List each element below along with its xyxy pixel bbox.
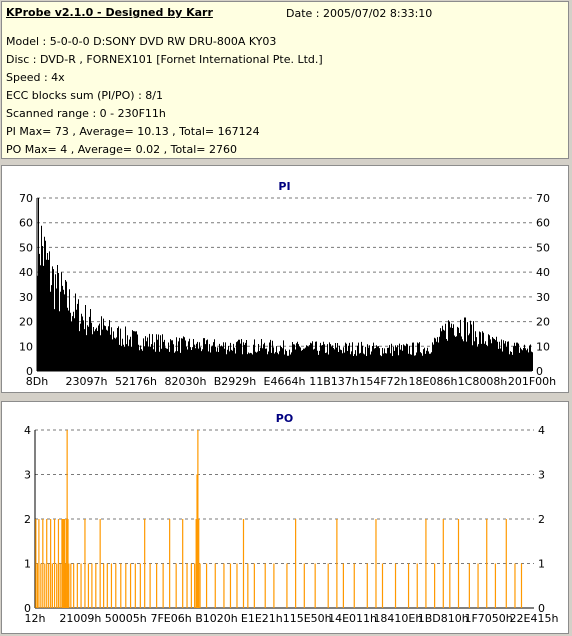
po-ytick-right: 3	[538, 469, 545, 482]
pi-xtick: 82030h	[165, 375, 207, 388]
pi-xtick: 1C8008h	[458, 375, 508, 388]
pi-chart-panel: PI 0 0 10 10 20 20 30 30 40 40 50 50 60 60 70 70 8Dh 23097…	[1, 165, 569, 393]
po-ytick-right: 4	[538, 424, 545, 437]
po-chart-panel: PO 0 0 1 1 2 2 3 3 4 4 12h 21009h 50005h 7FE06h B1020h E…	[1, 401, 569, 634]
pi-title: PI	[278, 180, 290, 193]
pi-ytick-right: 10	[536, 340, 550, 353]
pi-xtick: 52176h	[115, 375, 157, 388]
pi-xtick: 23097h	[66, 375, 108, 388]
pi-xtick: 18E086h	[409, 375, 458, 388]
pi-ytick-left: 30	[19, 291, 33, 304]
po-xtick: 18410Eh	[373, 612, 422, 625]
po-ytick-right: 2	[538, 513, 545, 526]
po-ytick-left: 3	[24, 469, 31, 482]
pi-ytick-left: 0	[26, 365, 33, 378]
pi-ytick-left: 10	[19, 340, 33, 353]
pi-xtick: 11B137h	[309, 375, 359, 388]
po-xtick: 21009h	[59, 612, 101, 625]
po-stats-line: PO Max= 4 , Average= 0.02 , Total= 2760	[6, 143, 237, 156]
ecc-line: ECC blocks sum (PI/PO) : 8/1	[6, 89, 163, 102]
po-xtick: E1E21h	[241, 612, 283, 625]
pi-ytick-left: 40	[19, 266, 33, 279]
po-ytick-left: 0	[24, 602, 31, 615]
po-xtick: 1F7050h	[464, 612, 512, 625]
po-ytick-left: 4	[24, 424, 31, 437]
pi-ytick-right: 40	[536, 266, 550, 279]
pi-ytick-left: 60	[19, 217, 33, 230]
pi-stats-line: PI Max= 73 , Average= 10.13 , Total= 167…	[6, 125, 260, 138]
po-ytick-right: 1	[538, 558, 545, 571]
pi-xtick: 8Dh	[26, 375, 48, 388]
po-xtick: 115E50h	[283, 612, 332, 625]
po-ytick-right: 0	[538, 602, 545, 615]
po-xtick: 12h	[25, 612, 46, 625]
po-ytick-left: 1	[24, 558, 31, 571]
pi-xtick: B2929h	[214, 375, 257, 388]
pi-ytick-left: 70	[19, 192, 33, 205]
po-xtick: B1020h	[195, 612, 238, 625]
po-xtick: 50005h	[105, 612, 147, 625]
pi-ytick-left: 50	[19, 241, 33, 254]
po-ytick-left: 2	[24, 513, 31, 526]
pi-ytick-right: 30	[536, 291, 550, 304]
pi-series	[37, 198, 533, 371]
pi-xtick: E4664h	[264, 375, 306, 388]
app-title: KProbe v2.1.0 - Designed by Karr	[6, 6, 213, 19]
pi-chart: PI 0 0 10 10 20 20 30 30 40 40 50 50 60 60 70 70 8Dh 23097…	[19, 180, 556, 388]
pi-ytick-right: 60	[536, 217, 550, 230]
pi-ytick-right: 50	[536, 241, 550, 254]
speed-line: Speed : 4x	[6, 71, 65, 84]
range-line: Scanned range : 0 - 230F11h	[6, 107, 166, 120]
pi-xtick: 154F72h	[359, 375, 407, 388]
scan-date: Date : 2005/07/02 8:33:10	[286, 7, 433, 20]
pi-ytick-right: 70	[536, 192, 550, 205]
pi-xtick: 201F00h	[508, 375, 556, 388]
disc-line: Disc : DVD-R , FORNEX101 [Fornet Interna…	[6, 53, 323, 66]
info-panel: KProbe v2.1.0 - Designed by Karr Date : …	[1, 1, 569, 159]
pi-ytick-right: 20	[536, 316, 550, 329]
po-xtick: 14E011h	[328, 612, 377, 625]
po-xtick: 7FE06h	[150, 612, 191, 625]
po-chart: PO 0 0 1 1 2 2 3 3 4 4 12h 21009h 50005h 7FE06h B1020h E…	[24, 412, 559, 625]
pi-ytick-left: 20	[19, 316, 33, 329]
model-line: Model : 5-0-0-0 D:SONY DVD RW DRU-800A K…	[6, 35, 277, 48]
pi-ytick-right: 0	[536, 365, 543, 378]
po-xtick: 22E415h	[510, 612, 559, 625]
po-xtick: 1BD810h	[418, 612, 469, 625]
po-title: PO	[276, 412, 293, 425]
